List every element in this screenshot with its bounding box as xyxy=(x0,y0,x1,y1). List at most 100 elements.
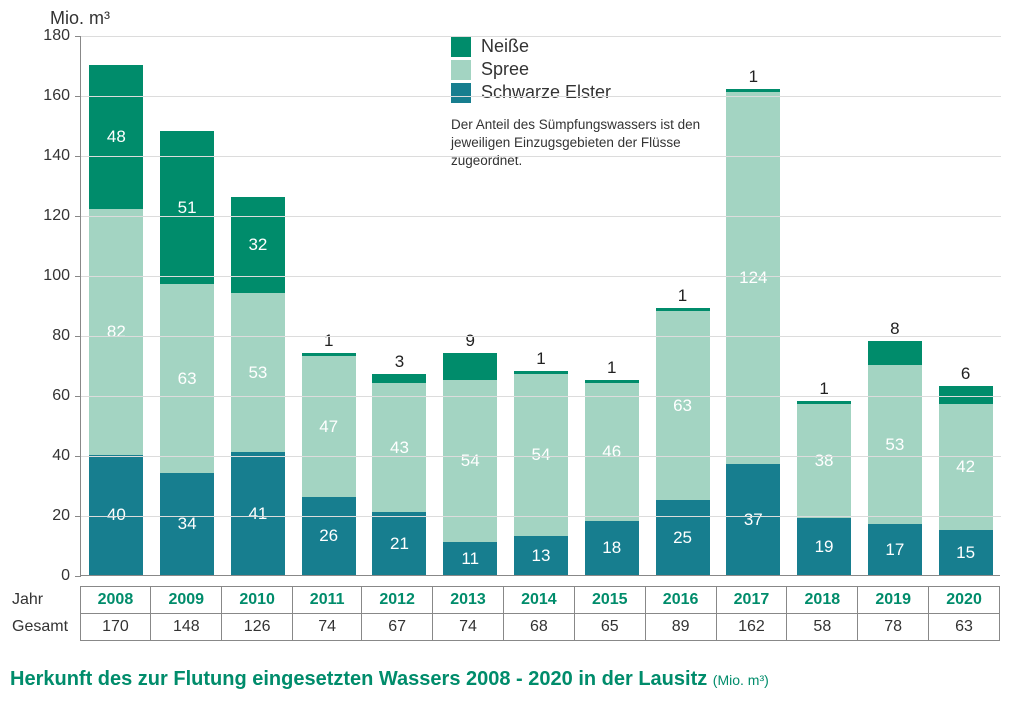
caption-text: Herkunft des zur Flutung eingesetzten Wa… xyxy=(10,668,707,690)
segment-elster: 37 xyxy=(726,464,780,575)
bar-group: 19381 xyxy=(797,401,851,575)
legend-label: Neiße xyxy=(481,36,529,57)
y-tick-mark xyxy=(75,336,81,337)
summary-table: Jahr200820092010201120122013201420152016… xyxy=(8,586,1000,641)
segment-elster: 17 xyxy=(868,524,922,575)
grid-line xyxy=(81,516,1001,517)
bar-group: 415332 xyxy=(231,197,285,575)
table-total-cell: 67 xyxy=(362,614,433,641)
table-row-label: Jahr xyxy=(8,587,80,614)
y-tick-mark xyxy=(75,576,81,577)
table-year-cell: 2013 xyxy=(433,587,504,614)
table-year-cell: 2017 xyxy=(716,587,787,614)
y-tick-label: 20 xyxy=(20,507,70,525)
bar-group: 21433 xyxy=(372,374,426,575)
table-total-cell: 74 xyxy=(433,614,504,641)
bar-group: 26471 xyxy=(302,353,356,575)
segment-spree: 63 xyxy=(160,284,214,473)
table-year-cell: 2011 xyxy=(293,587,362,614)
table-total-cell: 126 xyxy=(222,614,293,641)
segment-neisse xyxy=(797,401,851,404)
segment-neisse xyxy=(514,371,568,374)
segment-elster: 15 xyxy=(939,530,993,575)
segment-spree: 38 xyxy=(797,404,851,518)
segment-elster: 21 xyxy=(372,512,426,575)
grid-line xyxy=(81,396,1001,397)
table-year-cell: 2009 xyxy=(151,587,222,614)
segment-neisse-label: 3 xyxy=(372,352,426,374)
table-year-cell: 2014 xyxy=(503,587,574,614)
y-tick-label: 60 xyxy=(20,387,70,405)
table-total-cell: 74 xyxy=(293,614,362,641)
segment-spree: 63 xyxy=(656,311,710,500)
segment-neisse xyxy=(443,353,497,380)
segment-neisse-label: 1 xyxy=(797,379,851,401)
segment-neisse xyxy=(302,353,356,356)
segment-elster: 26 xyxy=(302,497,356,575)
segment-neisse xyxy=(585,380,639,383)
grid-line xyxy=(81,276,1001,277)
y-axis-title: Mio. m³ xyxy=(50,8,110,29)
segment-neisse: 51 xyxy=(160,131,214,284)
legend: Neiße Spree Schwarze Elster xyxy=(451,36,611,105)
bar-group: 11549 xyxy=(443,353,497,575)
y-tick-mark xyxy=(75,276,81,277)
segment-neisse-label: 1 xyxy=(656,286,710,308)
plot-area: 4082483463514153322647121433115491354118… xyxy=(80,36,1000,576)
y-tick-mark xyxy=(75,36,81,37)
swatch-icon xyxy=(451,83,471,103)
y-tick-mark xyxy=(75,456,81,457)
y-tick-mark xyxy=(75,516,81,517)
bar-group: 13541 xyxy=(514,371,568,575)
table-year-cell: 2008 xyxy=(80,587,151,614)
table-total-cell: 58 xyxy=(787,614,858,641)
segment-elster: 13 xyxy=(514,536,568,575)
table-total-cell: 89 xyxy=(645,614,716,641)
table-total-cell: 63 xyxy=(929,614,1000,641)
segment-spree: 53 xyxy=(868,365,922,524)
grid-line xyxy=(81,36,1001,37)
table-year-cell: 2015 xyxy=(574,587,645,614)
segment-neisse xyxy=(372,374,426,383)
segment-spree: 47 xyxy=(302,356,356,497)
segment-spree: 82 xyxy=(89,209,143,455)
segment-elster: 34 xyxy=(160,473,214,575)
y-tick-label: 160 xyxy=(20,87,70,105)
segment-neisse: 32 xyxy=(231,197,285,293)
segment-spree: 42 xyxy=(939,404,993,530)
legend-item: Neiße xyxy=(451,36,611,57)
chart-caption: Herkunft des zur Flutung eingesetzten Wa… xyxy=(10,668,769,691)
bar-group: 15426 xyxy=(939,386,993,575)
table-total-cell: 170 xyxy=(80,614,151,641)
y-tick-label: 120 xyxy=(20,207,70,225)
segment-elster: 18 xyxy=(585,521,639,575)
chart-subnote: Der Anteil des Sümpfungswassers ist den … xyxy=(451,116,751,171)
bar-group: 346351 xyxy=(160,131,214,575)
segment-spree: 54 xyxy=(443,380,497,542)
segment-neisse-label: 8 xyxy=(868,319,922,341)
table-total-cell: 68 xyxy=(503,614,574,641)
y-tick-label: 40 xyxy=(20,447,70,465)
table-total-cell: 162 xyxy=(716,614,787,641)
y-tick-label: 80 xyxy=(20,327,70,345)
segment-neisse xyxy=(868,341,922,365)
caption-unit: (Mio. m³) xyxy=(713,672,769,688)
grid-line xyxy=(81,156,1001,157)
legend-item: Schwarze Elster xyxy=(451,82,611,103)
segment-neisse xyxy=(656,308,710,311)
segment-elster: 11 xyxy=(443,542,497,575)
table-total-cell: 65 xyxy=(574,614,645,641)
bar-group: 25631 xyxy=(656,308,710,575)
table-total-cell: 148 xyxy=(151,614,222,641)
segment-neisse-label: 9 xyxy=(443,331,497,353)
legend-label: Spree xyxy=(481,59,529,80)
y-tick-label: 100 xyxy=(20,267,70,285)
segment-spree: 46 xyxy=(585,383,639,521)
y-tick-mark xyxy=(75,156,81,157)
y-tick-mark xyxy=(75,216,81,217)
legend-label: Schwarze Elster xyxy=(481,82,611,103)
segment-spree: 54 xyxy=(514,374,568,536)
segment-neisse xyxy=(726,89,780,92)
table-year-cell: 2012 xyxy=(362,587,433,614)
y-tick-label: 140 xyxy=(20,147,70,165)
